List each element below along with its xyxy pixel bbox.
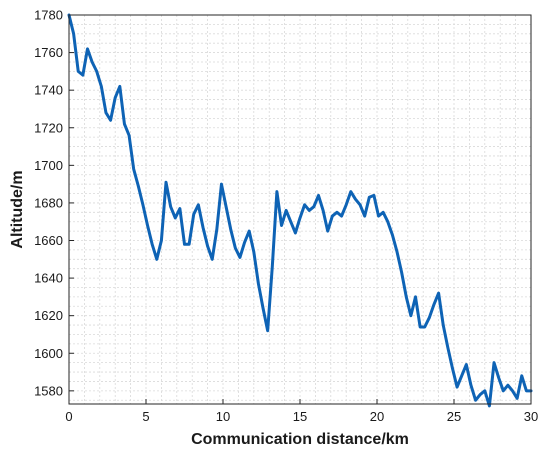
altitude-series-line <box>67 13 533 408</box>
plot-frame <box>68 14 532 405</box>
y-tick-label: 1640 <box>34 271 63 286</box>
y-tick-label: 1580 <box>34 383 63 398</box>
x-axis-title: Communication distance/km <box>191 431 409 448</box>
y-tick-label: 1720 <box>34 120 63 135</box>
x-tick-label: 25 <box>447 409 461 424</box>
x-tick-label: 15 <box>293 409 307 424</box>
y-tick-label: 1700 <box>34 158 63 173</box>
ticks: 0 5 10 15 20 25 30 1580 1600 1620 1640 1660 1680 1700… <box>34 8 538 425</box>
x-tick-label: 30 <box>524 409 538 424</box>
y-axis-title: Altitude/m <box>9 170 26 248</box>
x-tick-label: 20 <box>370 409 384 424</box>
grid <box>68 14 532 404</box>
y-tick-label: 1780 <box>34 8 63 23</box>
y-tick-label: 1620 <box>34 308 63 323</box>
y-tick-label: 1680 <box>34 195 63 210</box>
x-tick-label: 0 <box>65 409 72 424</box>
y-tick-label: 1740 <box>34 83 63 98</box>
x-tick-label: 5 <box>142 409 149 424</box>
series-layer <box>67 13 533 408</box>
y-tick-label: 1760 <box>34 45 63 60</box>
y-tick-label: 1660 <box>34 233 63 248</box>
y-tick-label: 1600 <box>34 346 63 361</box>
x-tick-label: 10 <box>216 409 230 424</box>
